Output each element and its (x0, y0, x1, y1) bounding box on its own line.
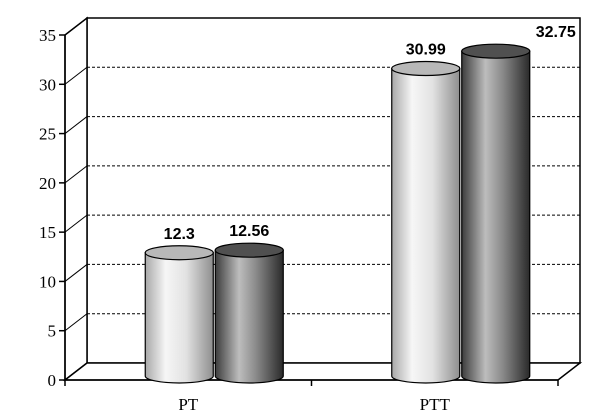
y-tick-label: 10 (39, 272, 56, 291)
bar-top (391, 60, 461, 77)
gridline-side (64, 17, 88, 36)
gridline-side (64, 165, 88, 184)
data-label: 12.56 (229, 223, 269, 240)
bar-cylinder (144, 245, 214, 384)
labels: 0 5 10 15 20 25 30 35 PT PTT 12.3 12.56 30.99 32.75 (39, 24, 576, 414)
bar-cylinder (461, 43, 531, 384)
data-label: 32.75 (536, 24, 576, 41)
y-tick-label: 0 (48, 371, 57, 390)
y-tick-label: 5 (48, 322, 57, 341)
bar-body (214, 249, 284, 384)
bar-body (391, 67, 461, 384)
bar-body (144, 252, 214, 384)
side-wall (64, 16, 88, 382)
bar-top (461, 43, 531, 59)
y-tick-label: 20 (39, 174, 56, 193)
y-tick-label: 15 (39, 223, 56, 242)
bar-cylinder (214, 242, 284, 384)
data-label: 12.3 (164, 226, 195, 243)
gridline-side (64, 313, 88, 332)
y-tick-label: 35 (39, 26, 56, 45)
bar-top (214, 242, 284, 258)
data-label: 30.99 (406, 42, 446, 59)
bar-body (461, 50, 531, 384)
x-tick-label: PT (178, 395, 198, 414)
gridline-side (64, 214, 88, 233)
gridline-side (64, 116, 88, 134)
bar-top (144, 245, 214, 261)
y-tick-label: 30 (39, 75, 56, 94)
bar-cylinder (391, 60, 461, 384)
x-tick-label: PTT (420, 395, 451, 414)
gridline-side (64, 264, 88, 282)
y-tick-label: 25 (39, 125, 56, 144)
bars (144, 43, 531, 384)
gridline-side (64, 66, 88, 85)
